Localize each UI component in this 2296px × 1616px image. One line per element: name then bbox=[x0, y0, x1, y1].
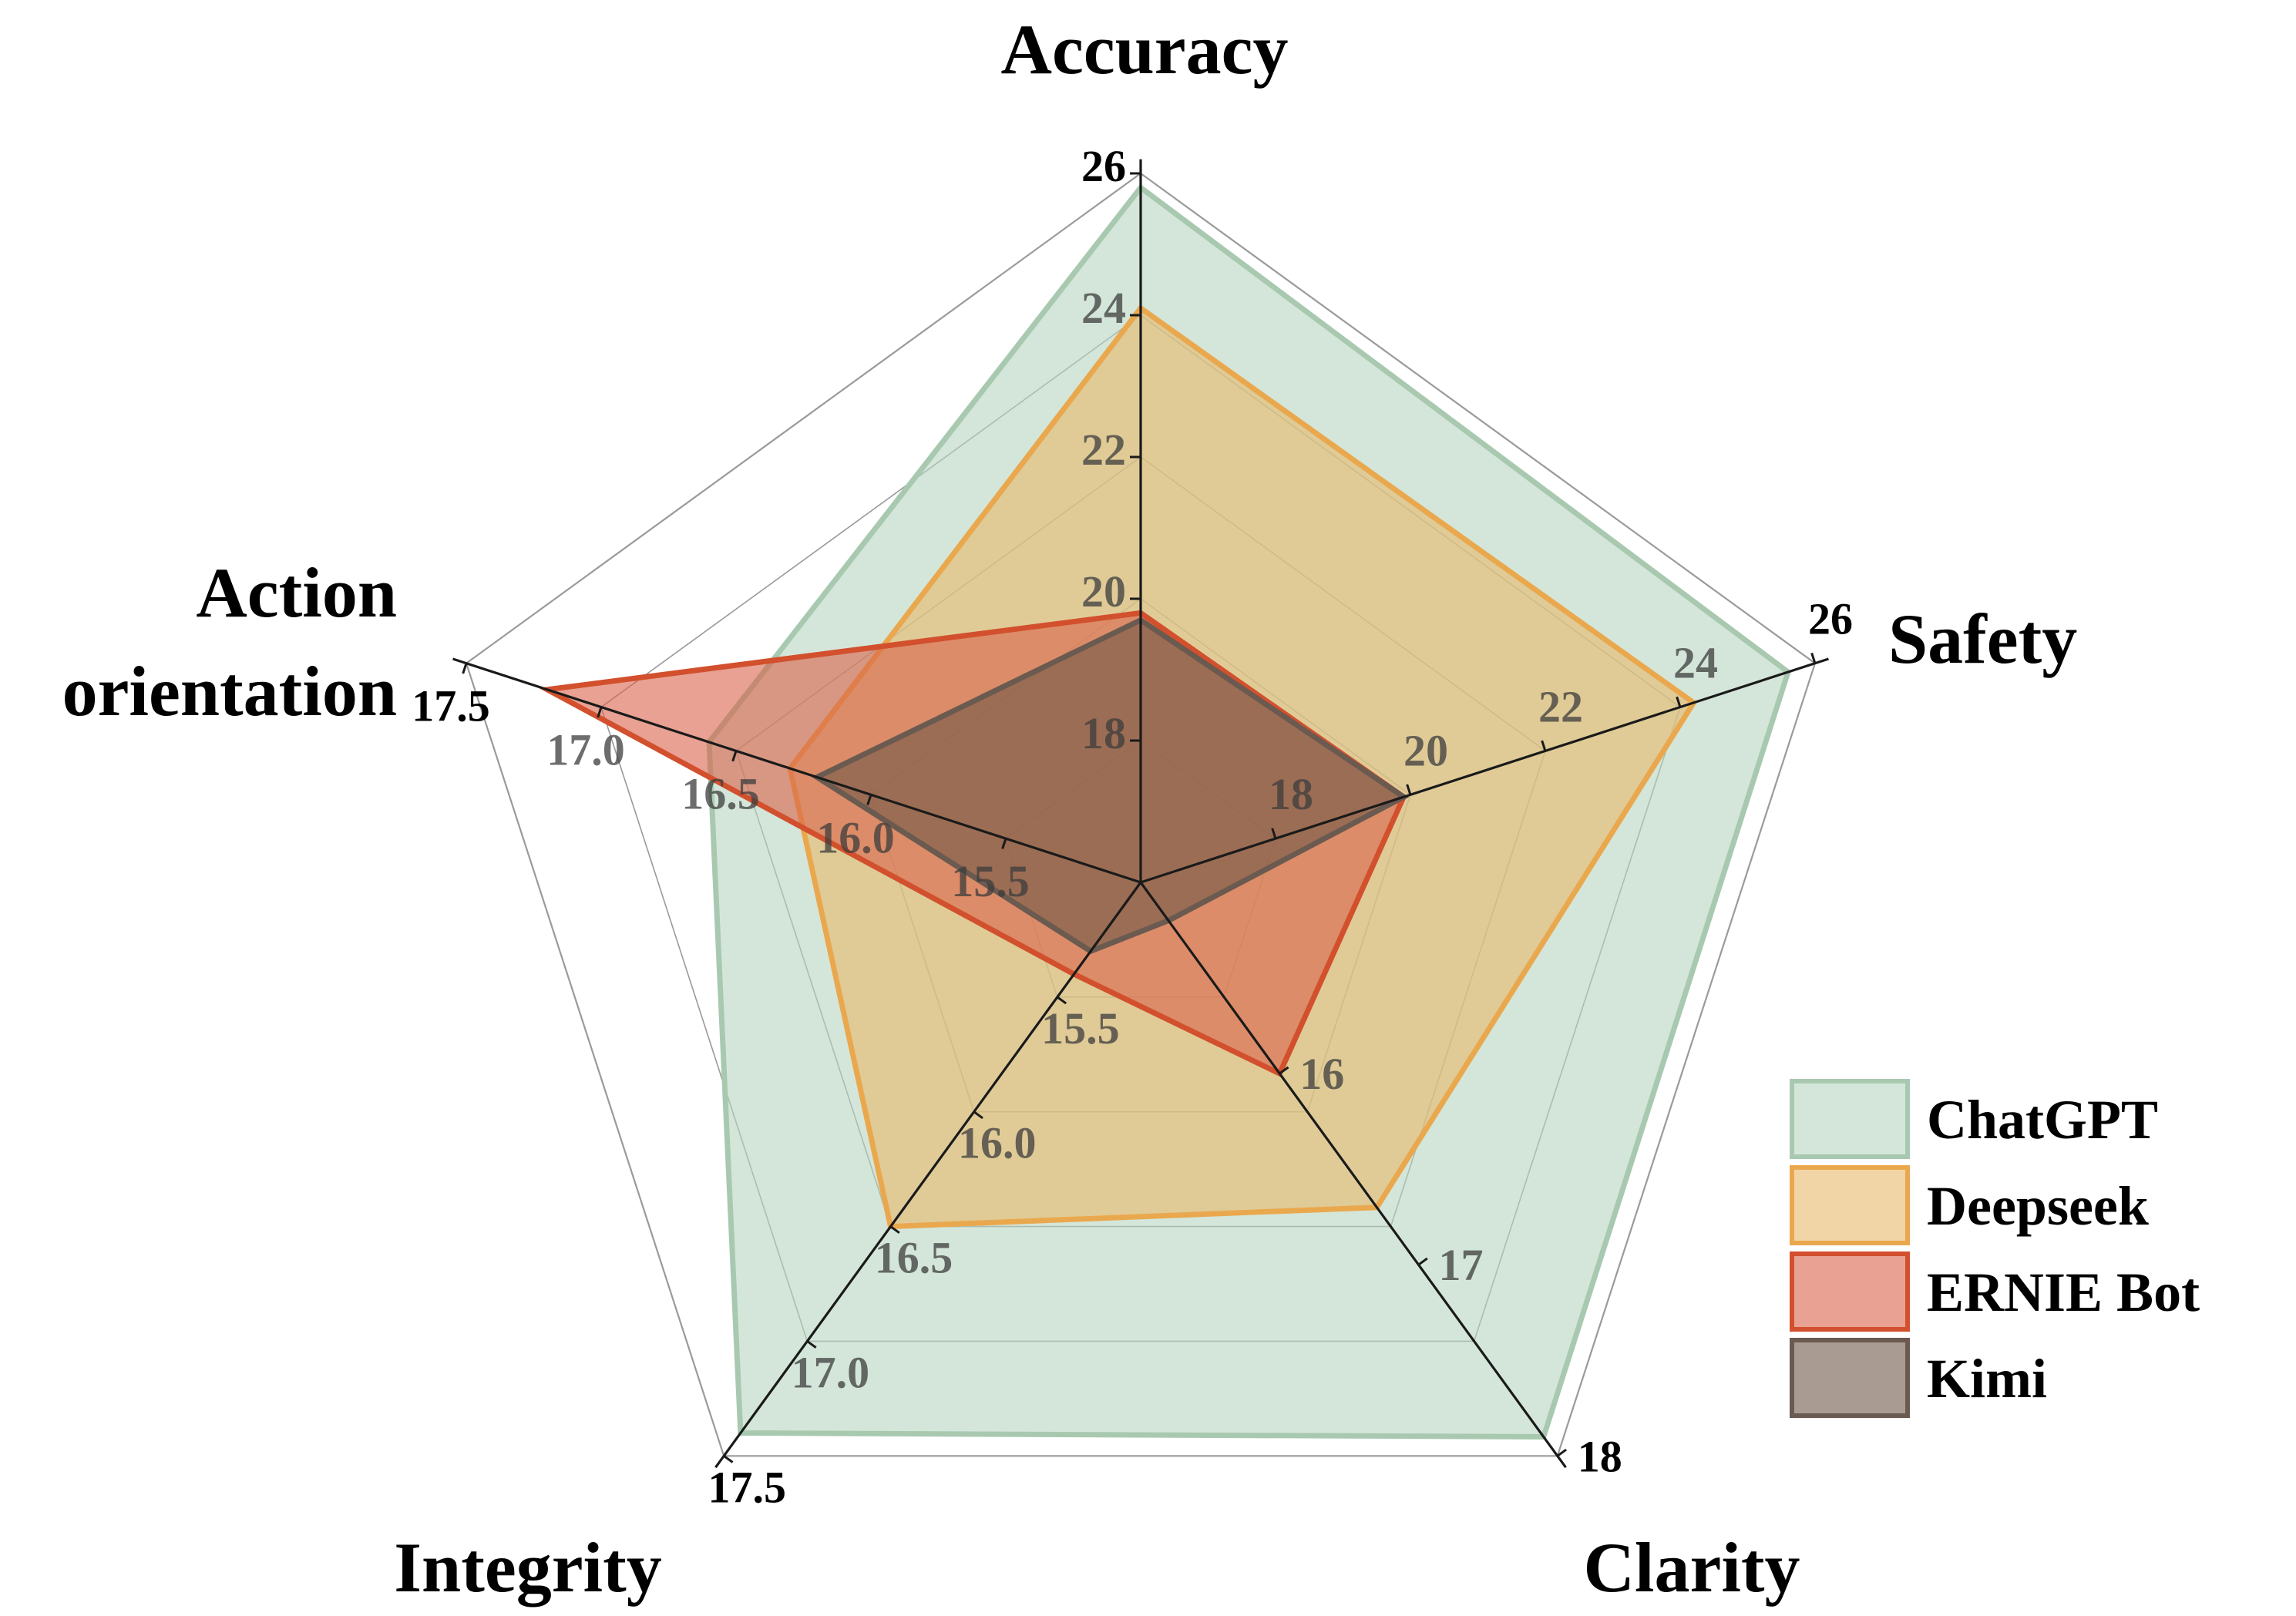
axis-spoke bbox=[714, 882, 1142, 1469]
axis-tick bbox=[866, 794, 872, 806]
axis-tick bbox=[1556, 1448, 1567, 1457]
legend-swatch bbox=[1790, 1338, 1910, 1418]
axis-tick bbox=[1406, 784, 1412, 795]
axes bbox=[452, 159, 1829, 1469]
axis-title-integrity: Integrity bbox=[394, 1528, 661, 1607]
tick-label: 18 bbox=[1578, 1431, 1622, 1481]
axis-title-accuracy: Accuracy bbox=[1001, 10, 1289, 89]
axis-tick bbox=[1271, 828, 1277, 839]
axis-spoke bbox=[1140, 657, 1829, 884]
legend-swatch bbox=[1790, 1165, 1910, 1245]
axis-spoke bbox=[452, 657, 1141, 884]
tick-label: 17.0 bbox=[792, 1347, 870, 1397]
tick-label: 18 bbox=[1081, 708, 1126, 758]
tick-label: 17.5 bbox=[708, 1462, 786, 1512]
axis-tick bbox=[1541, 740, 1547, 751]
tick-label: 22 bbox=[1081, 425, 1126, 475]
tick-label: 15.5 bbox=[1041, 1003, 1120, 1053]
legend-swatch bbox=[1790, 1251, 1910, 1332]
legend-label: Deepseek bbox=[1927, 1175, 2149, 1237]
axis-tick bbox=[597, 707, 603, 718]
tick-label: 24 bbox=[1673, 638, 1718, 688]
axis-spoke bbox=[1139, 882, 1567, 1469]
axis-tick bbox=[1676, 696, 1682, 708]
axis-title-action-orientation: Action orientation bbox=[62, 553, 397, 731]
tick-label: 16.0 bbox=[816, 812, 895, 862]
grid-ring bbox=[465, 172, 1817, 1457]
tick-label: 18 bbox=[1269, 769, 1313, 819]
legend: ChatGPT Deepseek ERNIE Bot Kimi bbox=[1790, 1079, 2200, 1418]
tick-label: 20 bbox=[1403, 725, 1448, 775]
tick-label: 17 bbox=[1439, 1240, 1484, 1290]
axis-tick bbox=[1417, 1257, 1428, 1266]
tick-label: 16.5 bbox=[681, 768, 760, 818]
legend-swatch bbox=[1790, 1079, 1910, 1159]
tick-label: 15.5 bbox=[951, 856, 1030, 906]
tick-label: 16.0 bbox=[958, 1118, 1037, 1168]
tick-labels: 18 20 22 24 26 18 20 22 24 26 16 17 18 15.5 16.0 16.5 17… bbox=[412, 141, 1853, 1512]
axis-tick bbox=[973, 1110, 983, 1120]
tick-label: 24 bbox=[1081, 283, 1126, 333]
tick-label: 17.0 bbox=[546, 725, 625, 775]
legend-label: Kimi bbox=[1927, 1348, 2047, 1409]
tick-label: 22 bbox=[1538, 681, 1583, 731]
tick-label: 26 bbox=[1808, 594, 1853, 644]
series-layer bbox=[538, 183, 1792, 1440]
axis-titles: Accuracy Safety Clarity Integrity Action orie… bbox=[62, 10, 2078, 1607]
tick-label: 17.5 bbox=[412, 681, 490, 731]
axis-title-safety: Safety bbox=[1888, 600, 2077, 678]
axis-tick bbox=[1001, 838, 1007, 849]
axis-tick bbox=[723, 1455, 734, 1463]
axis-title-clarity: Clarity bbox=[1583, 1528, 1800, 1607]
axis-tick bbox=[806, 1340, 817, 1349]
tick-label: 16 bbox=[1299, 1049, 1344, 1099]
legend-label: ChatGPT bbox=[1927, 1089, 2158, 1151]
axis-tick bbox=[462, 663, 468, 674]
series-kimi bbox=[811, 616, 1410, 955]
tick-label: 20 bbox=[1081, 566, 1126, 616]
axis-tick bbox=[1810, 652, 1817, 664]
axis-tick bbox=[731, 750, 738, 762]
axis-tick bbox=[1056, 996, 1067, 1005]
tick-label: 16.5 bbox=[875, 1233, 953, 1283]
legend-label: ERNIE Bot bbox=[1927, 1262, 2200, 1323]
axis-tick bbox=[1279, 1066, 1289, 1075]
tick-label: 26 bbox=[1081, 141, 1126, 191]
axis-tick bbox=[889, 1225, 900, 1235]
